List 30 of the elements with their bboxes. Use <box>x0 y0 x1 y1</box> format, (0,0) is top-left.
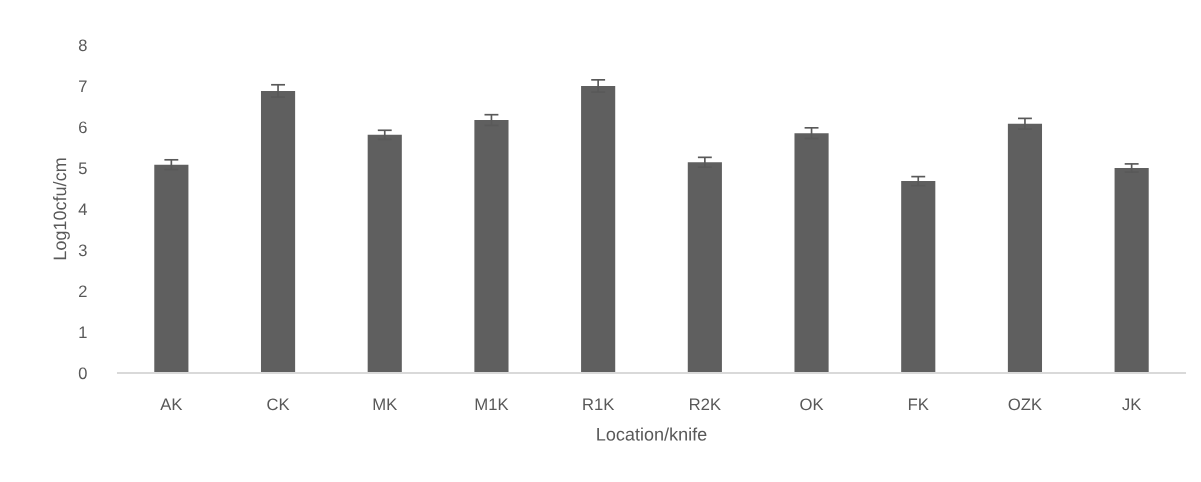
x-tick-label: OZK <box>1008 398 1042 411</box>
bar <box>154 164 189 373</box>
x-tick-label: CK <box>267 398 290 411</box>
x-tick-label: JK <box>1122 398 1142 411</box>
x-axis-title: Location/knife <box>597 427 707 441</box>
x-tick-label: M1K <box>475 398 509 411</box>
bar <box>687 162 722 373</box>
y-tick-label: 7 <box>79 80 87 93</box>
bar <box>794 133 829 373</box>
y-tick-label: 3 <box>78 244 87 257</box>
bar <box>367 134 402 373</box>
y-tick-label: 2 <box>79 285 87 298</box>
bar <box>1114 168 1149 373</box>
y-tick-label: 0 <box>78 367 87 380</box>
bar <box>1007 123 1043 373</box>
y-tick-label: 8 <box>78 39 87 52</box>
bar <box>901 181 936 373</box>
x-tick-label: OK <box>800 398 824 411</box>
y-tick-label: 6 <box>79 121 87 134</box>
x-tick-label: FK <box>908 398 929 411</box>
bar <box>260 90 296 373</box>
bar <box>474 120 509 373</box>
x-tick-label: R1K <box>583 398 615 411</box>
x-tick-label: MK <box>373 398 398 411</box>
y-axis-title: Log10cfu/cm <box>53 158 70 260</box>
y-tick-label: 4 <box>78 203 87 216</box>
x-tick-label: AK <box>160 398 183 411</box>
y-tick-label: 1 <box>79 326 87 339</box>
x-tick-label: R2K <box>690 398 721 411</box>
y-tick-label: 5 <box>78 162 87 175</box>
